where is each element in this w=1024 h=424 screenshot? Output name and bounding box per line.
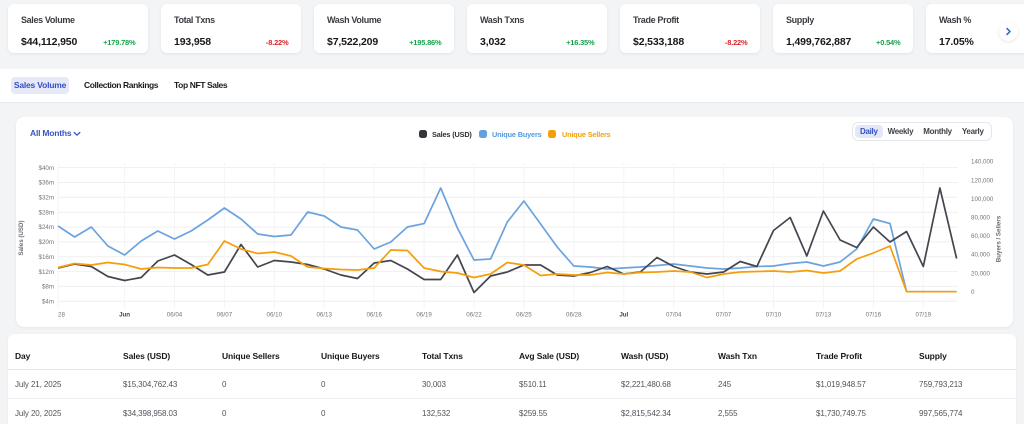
svg-text:$16m: $16m (39, 254, 54, 261)
svg-text:06/22: 06/22 (466, 311, 482, 318)
svg-text:$32m: $32m (39, 195, 54, 202)
svg-text:06/04: 06/04 (167, 311, 183, 318)
svg-text:Buyers / Sellers: Buyers / Sellers (996, 215, 1003, 262)
svg-text:100,000: 100,000 (971, 196, 994, 203)
svg-text:06/19: 06/19 (416, 311, 432, 318)
svg-text:20,000: 20,000 (971, 270, 990, 277)
svg-text:40,000: 40,000 (971, 252, 990, 259)
svg-text:06/25: 06/25 (516, 311, 532, 318)
svg-text:$8m: $8m (42, 284, 54, 291)
svg-text:06/07: 06/07 (217, 311, 233, 318)
svg-text:07/16: 07/16 (866, 311, 882, 318)
svg-text:06/10: 06/10 (267, 311, 283, 318)
svg-text:07/07: 07/07 (716, 311, 732, 318)
svg-text:$28m: $28m (39, 209, 54, 216)
svg-text:Jun: Jun (119, 311, 130, 318)
svg-text:Sales (USD): Sales (USD) (18, 220, 25, 255)
svg-text:06/13: 06/13 (316, 311, 332, 318)
svg-text:$20m: $20m (39, 239, 54, 246)
svg-text:$4m: $4m (42, 299, 54, 306)
svg-text:60,000: 60,000 (971, 233, 990, 240)
svg-text:07/19: 07/19 (916, 311, 932, 318)
svg-text:120,000: 120,000 (971, 177, 994, 184)
svg-text:140,000: 140,000 (971, 159, 994, 166)
svg-text:Jul: Jul (619, 311, 628, 318)
svg-text:80,000: 80,000 (971, 215, 990, 222)
svg-text:07/13: 07/13 (816, 311, 832, 318)
svg-text:$36m: $36m (39, 180, 54, 187)
svg-text:0: 0 (971, 289, 975, 296)
svg-text:$12m: $12m (39, 269, 54, 276)
svg-text:07/10: 07/10 (766, 311, 782, 318)
svg-text:$40m: $40m (39, 165, 54, 172)
svg-text:07/04: 07/04 (666, 311, 682, 318)
svg-text:$24m: $24m (39, 224, 54, 231)
svg-text:06/16: 06/16 (366, 311, 382, 318)
svg-text:28: 28 (58, 311, 65, 318)
svg-text:06/28: 06/28 (566, 311, 582, 318)
